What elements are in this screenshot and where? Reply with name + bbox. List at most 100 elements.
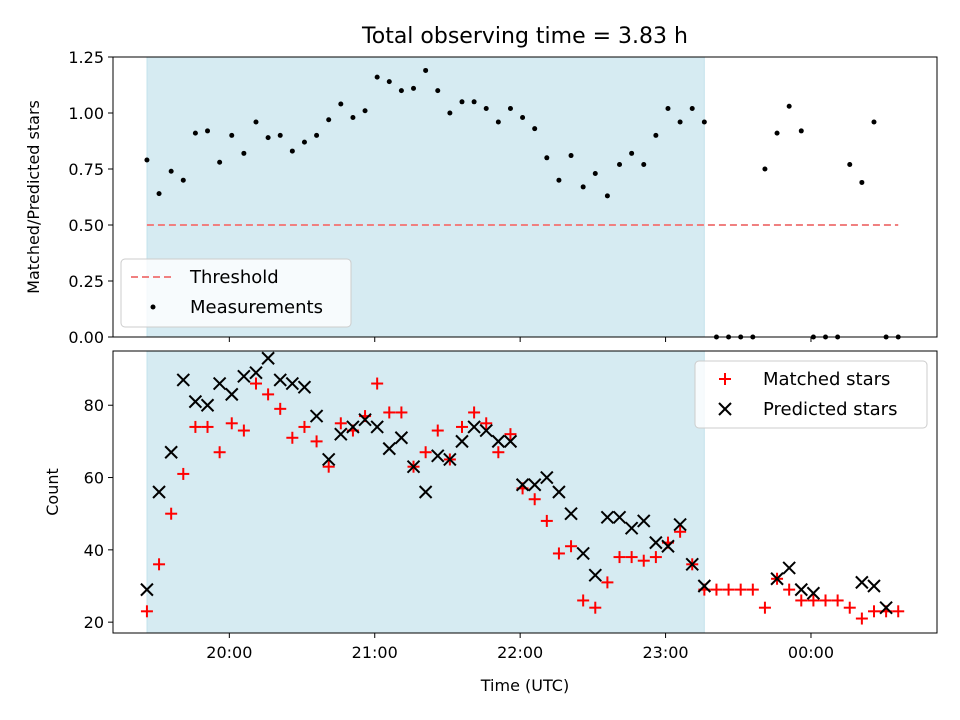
predicted-point	[540, 470, 554, 485]
predicted-point	[697, 579, 712, 593]
predicted-point	[297, 380, 312, 394]
measurement-point	[798, 128, 804, 134]
matched-point	[165, 507, 178, 520]
measurement-point	[205, 128, 211, 134]
measurement-point	[277, 132, 283, 138]
measurement-point	[532, 126, 538, 132]
predicted-point	[588, 568, 602, 582]
matched-point	[237, 424, 250, 437]
predicted-point	[649, 535, 663, 550]
matched-point	[831, 594, 844, 607]
x-tick-label: 00:00	[788, 643, 834, 662]
top-legend-box	[120, 258, 352, 328]
predicted-point	[637, 514, 651, 528]
predicted-point	[576, 546, 590, 561]
x-tick-label: 23:00	[643, 643, 689, 662]
measurement-point	[180, 177, 186, 183]
measurement-point	[689, 106, 695, 112]
measurement-point	[520, 114, 526, 120]
bottom-plot-frame	[112, 350, 938, 634]
top-y-tick-label: 0.25	[68, 272, 104, 291]
predicted-point	[806, 586, 821, 600]
measurement-point	[253, 119, 259, 125]
chart-title: Total observing time = 3.83 h	[361, 24, 688, 49]
measurement-point	[168, 168, 174, 174]
matched-point	[843, 601, 856, 614]
predicted-point	[249, 365, 263, 380]
legend-threshold-label: Threshold	[189, 267, 279, 288]
bottom-y-tick-label: 20	[84, 613, 104, 632]
bottom-legend-box	[694, 360, 928, 429]
measurement-point	[701, 119, 707, 125]
predicted-point	[855, 575, 869, 590]
measurement-point	[495, 119, 501, 125]
x-axis-label: Time (UTC)	[480, 676, 569, 695]
predicted-point	[140, 582, 154, 597]
matched-point	[298, 420, 311, 433]
bottom-y-axis-ticks: 20 40 60 80	[84, 396, 113, 632]
measurement-point	[859, 179, 865, 185]
legend-matched-swatch	[719, 373, 731, 385]
predicted-point	[261, 351, 275, 365]
predicted-point	[661, 539, 675, 553]
top-x-axis-ticks	[228, 337, 812, 342]
matched-point	[674, 525, 687, 538]
measurement-point	[786, 103, 792, 109]
predicted-point	[867, 579, 881, 593]
top-panel: 0.00 0.25 0.50 0.75 1.00 1.25 Total observing…	[24, 24, 938, 347]
legend-measurements-label: Measurements	[190, 297, 323, 318]
x-tick-label: 20:00	[206, 643, 252, 662]
predicted-point	[624, 521, 639, 535]
matched-point	[625, 551, 638, 564]
top-y-tick-label: 0.00	[68, 328, 104, 347]
predicted-point	[176, 373, 190, 387]
matched-point	[807, 594, 820, 607]
predicted-point	[879, 600, 893, 615]
measurement-point	[604, 193, 610, 199]
matched-point	[746, 583, 759, 596]
predicted-point	[479, 423, 493, 438]
matched-point	[201, 420, 214, 433]
bottom-panel: 20 40 60 80 20:00 21:00 22:00 23:00 00:00 Count…	[43, 350, 938, 695]
matched-point	[492, 446, 505, 459]
predicted-point	[225, 387, 239, 402]
predicted-point	[394, 431, 409, 445]
matched-point	[480, 417, 493, 430]
matched-point	[758, 601, 771, 614]
measurement-point	[677, 119, 683, 125]
matched-point	[613, 551, 626, 564]
matched-point	[455, 420, 468, 433]
predicted-point	[564, 506, 578, 521]
measurement-point	[580, 184, 586, 190]
matched-point	[310, 435, 323, 448]
matched-point	[286, 431, 299, 444]
measurement-point	[217, 159, 223, 165]
matched-point	[722, 583, 735, 596]
predicted-point	[612, 510, 627, 525]
matched-point	[528, 493, 541, 506]
matched-point	[649, 551, 662, 564]
matched-point	[249, 377, 262, 390]
predicted-point	[334, 427, 348, 441]
measurement-point	[629, 150, 635, 156]
matched-point	[468, 406, 481, 419]
measurement-point	[435, 88, 441, 94]
bottom-x-axis-ticks: 20:00 21:00 22:00 23:00 00:00	[206, 633, 834, 662]
measurement-point	[411, 85, 417, 91]
measurement-point	[447, 110, 453, 116]
matched-point	[783, 583, 796, 596]
matched-point	[565, 540, 578, 553]
measurement-point	[386, 79, 392, 85]
predicted-point	[527, 478, 542, 492]
bottom-predicted-points	[140, 351, 893, 615]
predicted-point	[285, 376, 300, 391]
matched-point	[710, 583, 723, 596]
predicted-point	[685, 557, 699, 572]
measurement-point	[568, 153, 574, 159]
predicted-point	[431, 449, 445, 463]
measurement-point	[362, 108, 368, 114]
measurement-point	[507, 106, 513, 112]
bottom-y-tick-label: 40	[84, 541, 104, 560]
matched-point	[177, 467, 190, 480]
matched-point	[819, 594, 832, 607]
